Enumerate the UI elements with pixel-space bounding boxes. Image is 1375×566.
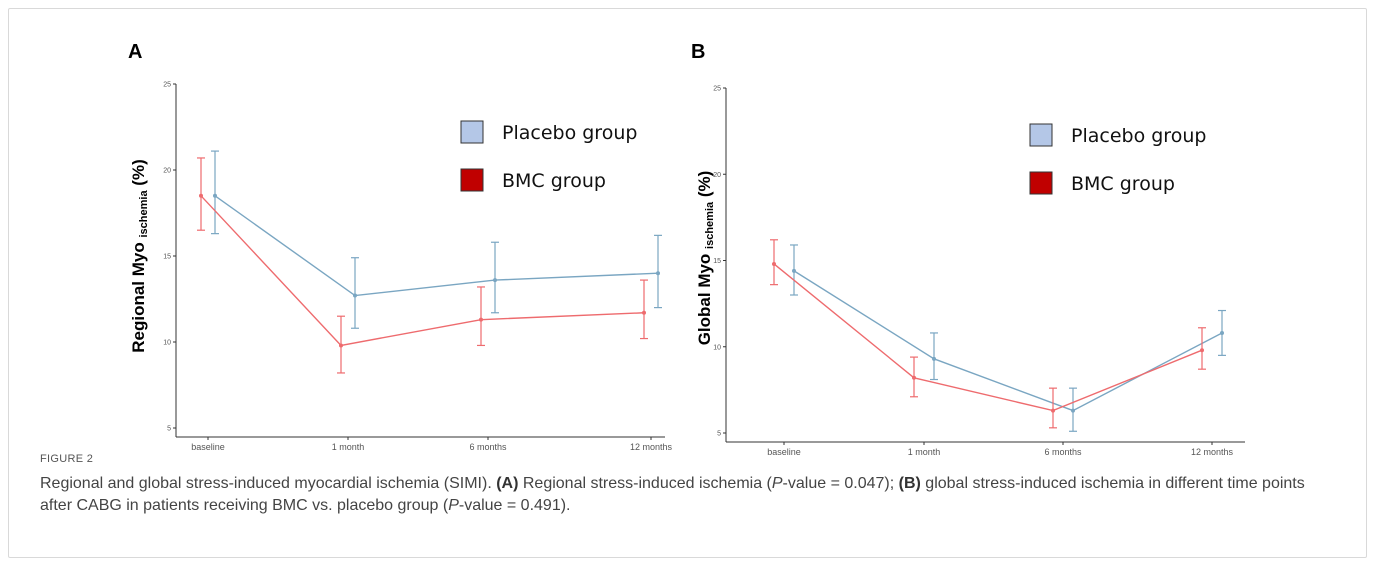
caption-part: Regional and global stress-induced myoca… xyxy=(40,475,497,492)
legend-swatch xyxy=(1029,123,1053,147)
series-line-placebo xyxy=(214,195,659,297)
y-axis-label-sub: ischemia xyxy=(138,190,150,238)
x-tick-label: 1 month xyxy=(332,442,365,452)
data-point-bmc xyxy=(199,193,203,198)
legend-swatch xyxy=(1029,171,1053,195)
panel-letter: A xyxy=(128,41,142,63)
caption-part: P xyxy=(448,497,459,514)
figure-label: FIGURE 2 xyxy=(40,453,94,465)
legend-label: BMC group xyxy=(1071,173,1175,195)
y-tick-label: 15 xyxy=(163,254,171,261)
caption-part: Regional stress-induced ischemia ( xyxy=(518,475,772,492)
legend-label: BMC group xyxy=(502,170,606,192)
y-tick-label: 20 xyxy=(163,168,171,175)
data-point-placebo xyxy=(493,278,497,283)
data-point-bmc xyxy=(479,317,483,322)
legend-swatch xyxy=(460,120,484,144)
series-line-bmc xyxy=(200,195,645,347)
y-axis-label-main: Global Myo xyxy=(695,249,714,345)
y-axis-label-unit: (%) xyxy=(129,159,148,190)
chart-panel-B: B 5 10 15 20 25 baseline 1 month 6 months 12 mont… xyxy=(691,41,1245,457)
y-axis-label: Global Myo ischemia (%) xyxy=(695,171,716,346)
data-point-bmc xyxy=(339,343,343,348)
data-point-placebo xyxy=(656,271,660,276)
y-axis-label-unit: (%) xyxy=(695,171,714,202)
y-tick-label: 10 xyxy=(163,340,171,347)
y-tick-label: 25 xyxy=(163,82,171,89)
data-point-placebo xyxy=(1220,330,1224,335)
data-point-bmc xyxy=(912,375,916,380)
data-point-placebo xyxy=(353,293,357,298)
caption-part: global stress-induced ischemia in differ… xyxy=(40,475,1305,514)
data-point-bmc xyxy=(1200,348,1204,353)
x-tick-label: 6 months xyxy=(469,442,507,452)
caption-part: -value = 0.491). xyxy=(458,497,571,514)
chart-panel-A: A 5 10 15 20 25 baseline 1 month 6 months 12 mont… xyxy=(128,41,673,452)
legend: Placebo group BMC group xyxy=(1029,123,1206,195)
caption-part: (B) xyxy=(898,475,921,492)
x-tick-label: 12 months xyxy=(630,442,673,452)
x-tick-label: 12 months xyxy=(1191,447,1234,457)
legend-label: Placebo group xyxy=(502,122,637,144)
series-line-placebo xyxy=(793,270,1223,412)
y-tick-label: 20 xyxy=(713,172,721,179)
figure-frame xyxy=(8,8,1367,558)
y-tick-label: 10 xyxy=(713,344,721,351)
legend-swatch xyxy=(460,168,484,192)
y-tick-label: 15 xyxy=(713,258,721,265)
series-line-bmc xyxy=(773,263,1203,412)
data-point-bmc xyxy=(1051,408,1055,413)
y-tick-label: 5 xyxy=(717,431,721,438)
data-point-placebo xyxy=(1071,408,1075,413)
data-point-placebo xyxy=(932,356,936,361)
x-tick-label: baseline xyxy=(191,442,225,452)
caption-part: -value = 0.047); xyxy=(782,475,899,492)
x-tick-label: baseline xyxy=(767,447,801,457)
y-axis-label-main: Regional Myo xyxy=(129,238,148,353)
y-tick-label: 5 xyxy=(167,426,171,433)
y-axis-label: Regional Myo ischemia (%) xyxy=(129,159,150,353)
panel-letter: B xyxy=(691,41,705,63)
x-tick-label: 6 months xyxy=(1044,447,1082,457)
data-point-placebo xyxy=(792,268,796,273)
y-tick-label: 25 xyxy=(713,86,721,93)
data-point-bmc xyxy=(642,310,646,315)
legend-label: Placebo group xyxy=(1071,125,1206,147)
x-tick-label: 1 month xyxy=(908,447,941,457)
caption-part: (A) xyxy=(496,475,519,492)
data-point-placebo xyxy=(213,193,217,198)
y-axis-label-sub: ischemia xyxy=(704,201,716,249)
caption-part: P xyxy=(771,475,783,492)
figure-caption: Regional and global stress-induced myoca… xyxy=(40,473,1340,517)
data-point-bmc xyxy=(772,261,776,266)
legend: Placebo group BMC group xyxy=(460,120,637,192)
